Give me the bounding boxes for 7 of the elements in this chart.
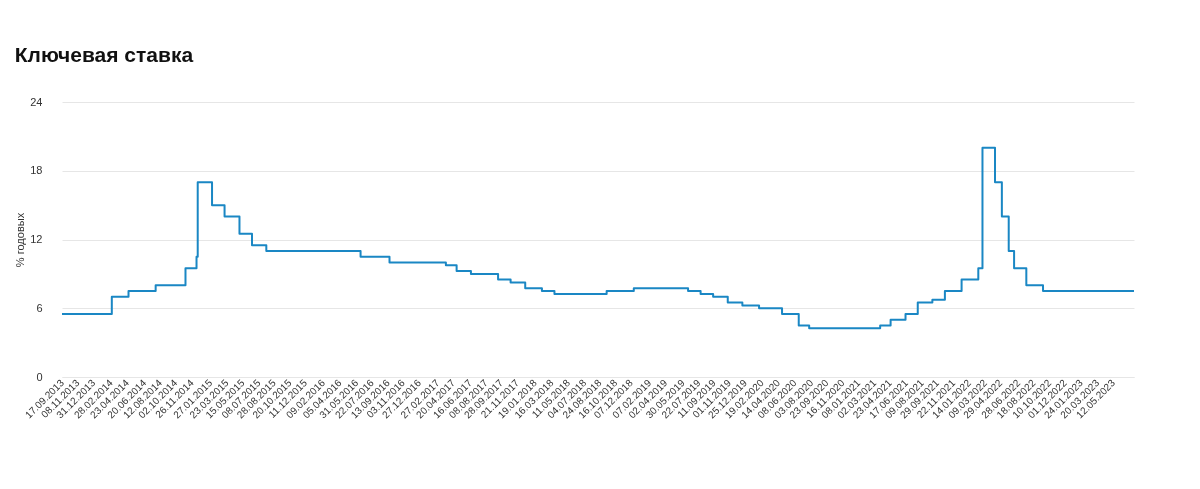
y-tick-label: 12 bbox=[30, 233, 43, 245]
y-tick-label: 18 bbox=[30, 164, 43, 177]
y-tick-label: 24 bbox=[30, 95, 43, 108]
chart-title: Ключевая ставка bbox=[14, 43, 194, 66]
y-axis-title: % годовых bbox=[14, 212, 27, 268]
y-tick-label: 6 bbox=[36, 301, 43, 314]
y-tick-label: 0 bbox=[36, 370, 43, 383]
